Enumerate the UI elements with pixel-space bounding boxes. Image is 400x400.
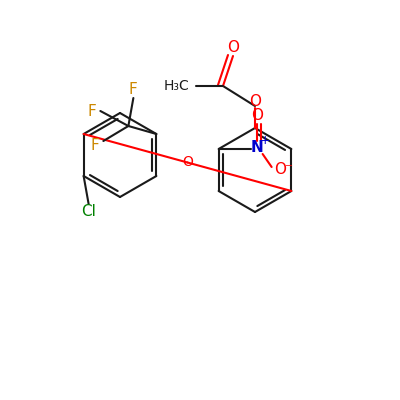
Text: +: + (259, 134, 270, 148)
Text: Cl: Cl (81, 204, 96, 220)
Text: H₃C: H₃C (163, 79, 189, 93)
Text: O: O (249, 94, 261, 108)
Text: F: F (91, 138, 100, 154)
Text: F: F (129, 82, 138, 98)
Text: O: O (227, 40, 239, 56)
Text: O: O (274, 162, 286, 176)
Text: O: O (251, 108, 263, 124)
Text: F: F (88, 104, 97, 118)
Text: N: N (250, 140, 263, 154)
Text: O: O (182, 156, 193, 170)
Text: ⁻: ⁻ (285, 162, 293, 176)
